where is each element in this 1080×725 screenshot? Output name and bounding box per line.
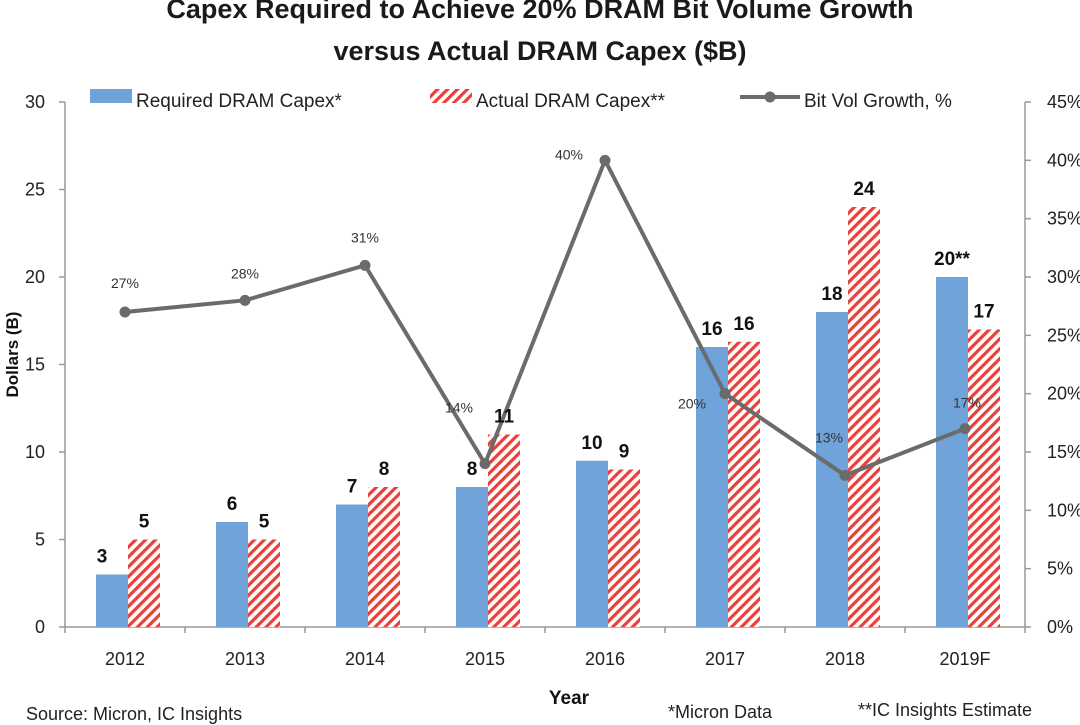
left-tick-label: 25 xyxy=(25,180,45,200)
required-capex-value-label: 8 xyxy=(467,459,478,480)
bit-vol-growth-label: 14% xyxy=(445,400,473,416)
required-capex-bar xyxy=(576,460,608,627)
bit-vol-growth-point xyxy=(959,423,971,435)
y-axis-title: Dollars (B) xyxy=(3,312,22,398)
bit-vol-growth-label: 28% xyxy=(231,265,259,281)
x-tick-label: 2013 xyxy=(225,649,265,669)
actual-capex-value-label: 11 xyxy=(494,407,515,428)
legend-label-actual: Actual DRAM Capex** xyxy=(476,91,666,112)
ic-insights-estimate-note: **IC Insights Estimate xyxy=(858,700,1033,720)
required-capex-value-label: 10 xyxy=(581,433,602,454)
left-tick-label: 5 xyxy=(35,530,45,550)
required-capex-value-label: 20** xyxy=(934,249,971,270)
required-capex-bar xyxy=(96,574,128,627)
required-capex-bar xyxy=(336,504,368,627)
bit-vol-growth-label: 27% xyxy=(111,275,139,291)
right-tick-label: 0% xyxy=(1047,617,1073,637)
bit-vol-growth-line xyxy=(124,155,966,478)
required-capex-value-label: 3 xyxy=(97,547,108,568)
bit-vol-growth-point xyxy=(239,294,251,306)
actual-capex-value-label: 9 xyxy=(619,442,630,463)
actual-capex-bar xyxy=(368,487,400,627)
x-axis-title: Year xyxy=(549,688,590,709)
legend-label-required: Required DRAM Capex* xyxy=(136,91,343,112)
bit-vol-growth-point xyxy=(599,154,611,166)
right-tick-label: 30% xyxy=(1047,267,1080,287)
x-tick-label: 2015 xyxy=(465,649,505,669)
chart-title-line-1: Capex Required to Achieve 20% DRAM Bit V… xyxy=(166,0,914,24)
actual-capex-value-label: 8 xyxy=(379,459,390,480)
required-capex-bar xyxy=(816,312,848,627)
bit-vol-growth-label: 13% xyxy=(815,429,843,445)
right-tick-label: 20% xyxy=(1047,384,1080,404)
legend-swatch-required xyxy=(90,89,132,103)
legend-swatch-marker xyxy=(764,91,776,103)
right-tick-label: 15% xyxy=(1047,442,1080,462)
actual-capex-value-label: 17 xyxy=(973,302,994,323)
legend-label-bit-vol: Bit Vol Growth, % xyxy=(804,91,952,112)
required-capex-bar xyxy=(456,487,488,627)
right-tick-label: 45% xyxy=(1047,92,1080,112)
actual-capex-value-label: 24 xyxy=(853,179,875,200)
micron-data-note: *Micron Data xyxy=(668,702,773,722)
bit-vol-growth-label: 31% xyxy=(351,229,379,245)
actual-capex-value-label: 16 xyxy=(733,314,754,335)
source-note: Source: Micron, IC Insights xyxy=(26,704,243,724)
right-tick-label: 5% xyxy=(1047,559,1073,579)
left-tick-label: 0 xyxy=(35,617,45,637)
x-tick-label: 2018 xyxy=(825,649,865,669)
actual-capex-bar xyxy=(968,329,1000,627)
x-tick-label: 2017 xyxy=(705,649,745,669)
bit-vol-growth-point xyxy=(359,259,371,271)
chart-title-line-2: versus Actual DRAM Capex ($B) xyxy=(333,36,747,66)
actual-capex-bar xyxy=(488,434,520,627)
actual-capex-bar xyxy=(128,539,160,627)
required-capex-value-label: 16 xyxy=(701,319,722,340)
bit-vol-growth-label: 17% xyxy=(953,395,981,411)
actual-capex-value-label: 5 xyxy=(139,512,150,533)
bit-vol-growth-point xyxy=(839,469,851,481)
left-tick-label: 15 xyxy=(25,355,45,375)
x-tick-label: 2012 xyxy=(105,649,145,669)
actual-capex-bar xyxy=(248,539,280,627)
required-capex-value-label: 6 xyxy=(227,494,238,515)
required-capex-bar xyxy=(936,277,968,627)
right-tick-label: 25% xyxy=(1047,325,1080,345)
bit-vol-growth-label: 40% xyxy=(555,146,583,162)
legend-swatch-actual xyxy=(430,89,472,103)
left-tick-label: 10 xyxy=(25,442,45,462)
required-capex-value-label: 7 xyxy=(347,477,358,498)
required-capex-bar xyxy=(216,522,248,627)
actual-capex-bar xyxy=(728,341,760,627)
bit-vol-growth-point xyxy=(719,388,731,400)
left-tick-label: 20 xyxy=(25,267,45,287)
bit-vol-growth-point xyxy=(479,458,491,470)
bit-vol-growth-point xyxy=(119,306,131,318)
x-tick-label: 2016 xyxy=(585,649,625,669)
left-tick-label: 30 xyxy=(25,92,45,112)
actual-capex-bar xyxy=(608,469,640,627)
right-tick-label: 10% xyxy=(1047,500,1080,520)
bit-vol-growth-label: 20% xyxy=(678,396,706,412)
actual-capex-bar xyxy=(848,207,880,627)
required-capex-value-label: 18 xyxy=(821,284,842,305)
right-tick-label: 35% xyxy=(1047,209,1080,229)
x-tick-label: 2014 xyxy=(345,649,385,669)
x-tick-label: 2019F xyxy=(939,649,990,669)
right-tick-label: 40% xyxy=(1047,150,1080,170)
actual-capex-value-label: 5 xyxy=(259,512,270,533)
